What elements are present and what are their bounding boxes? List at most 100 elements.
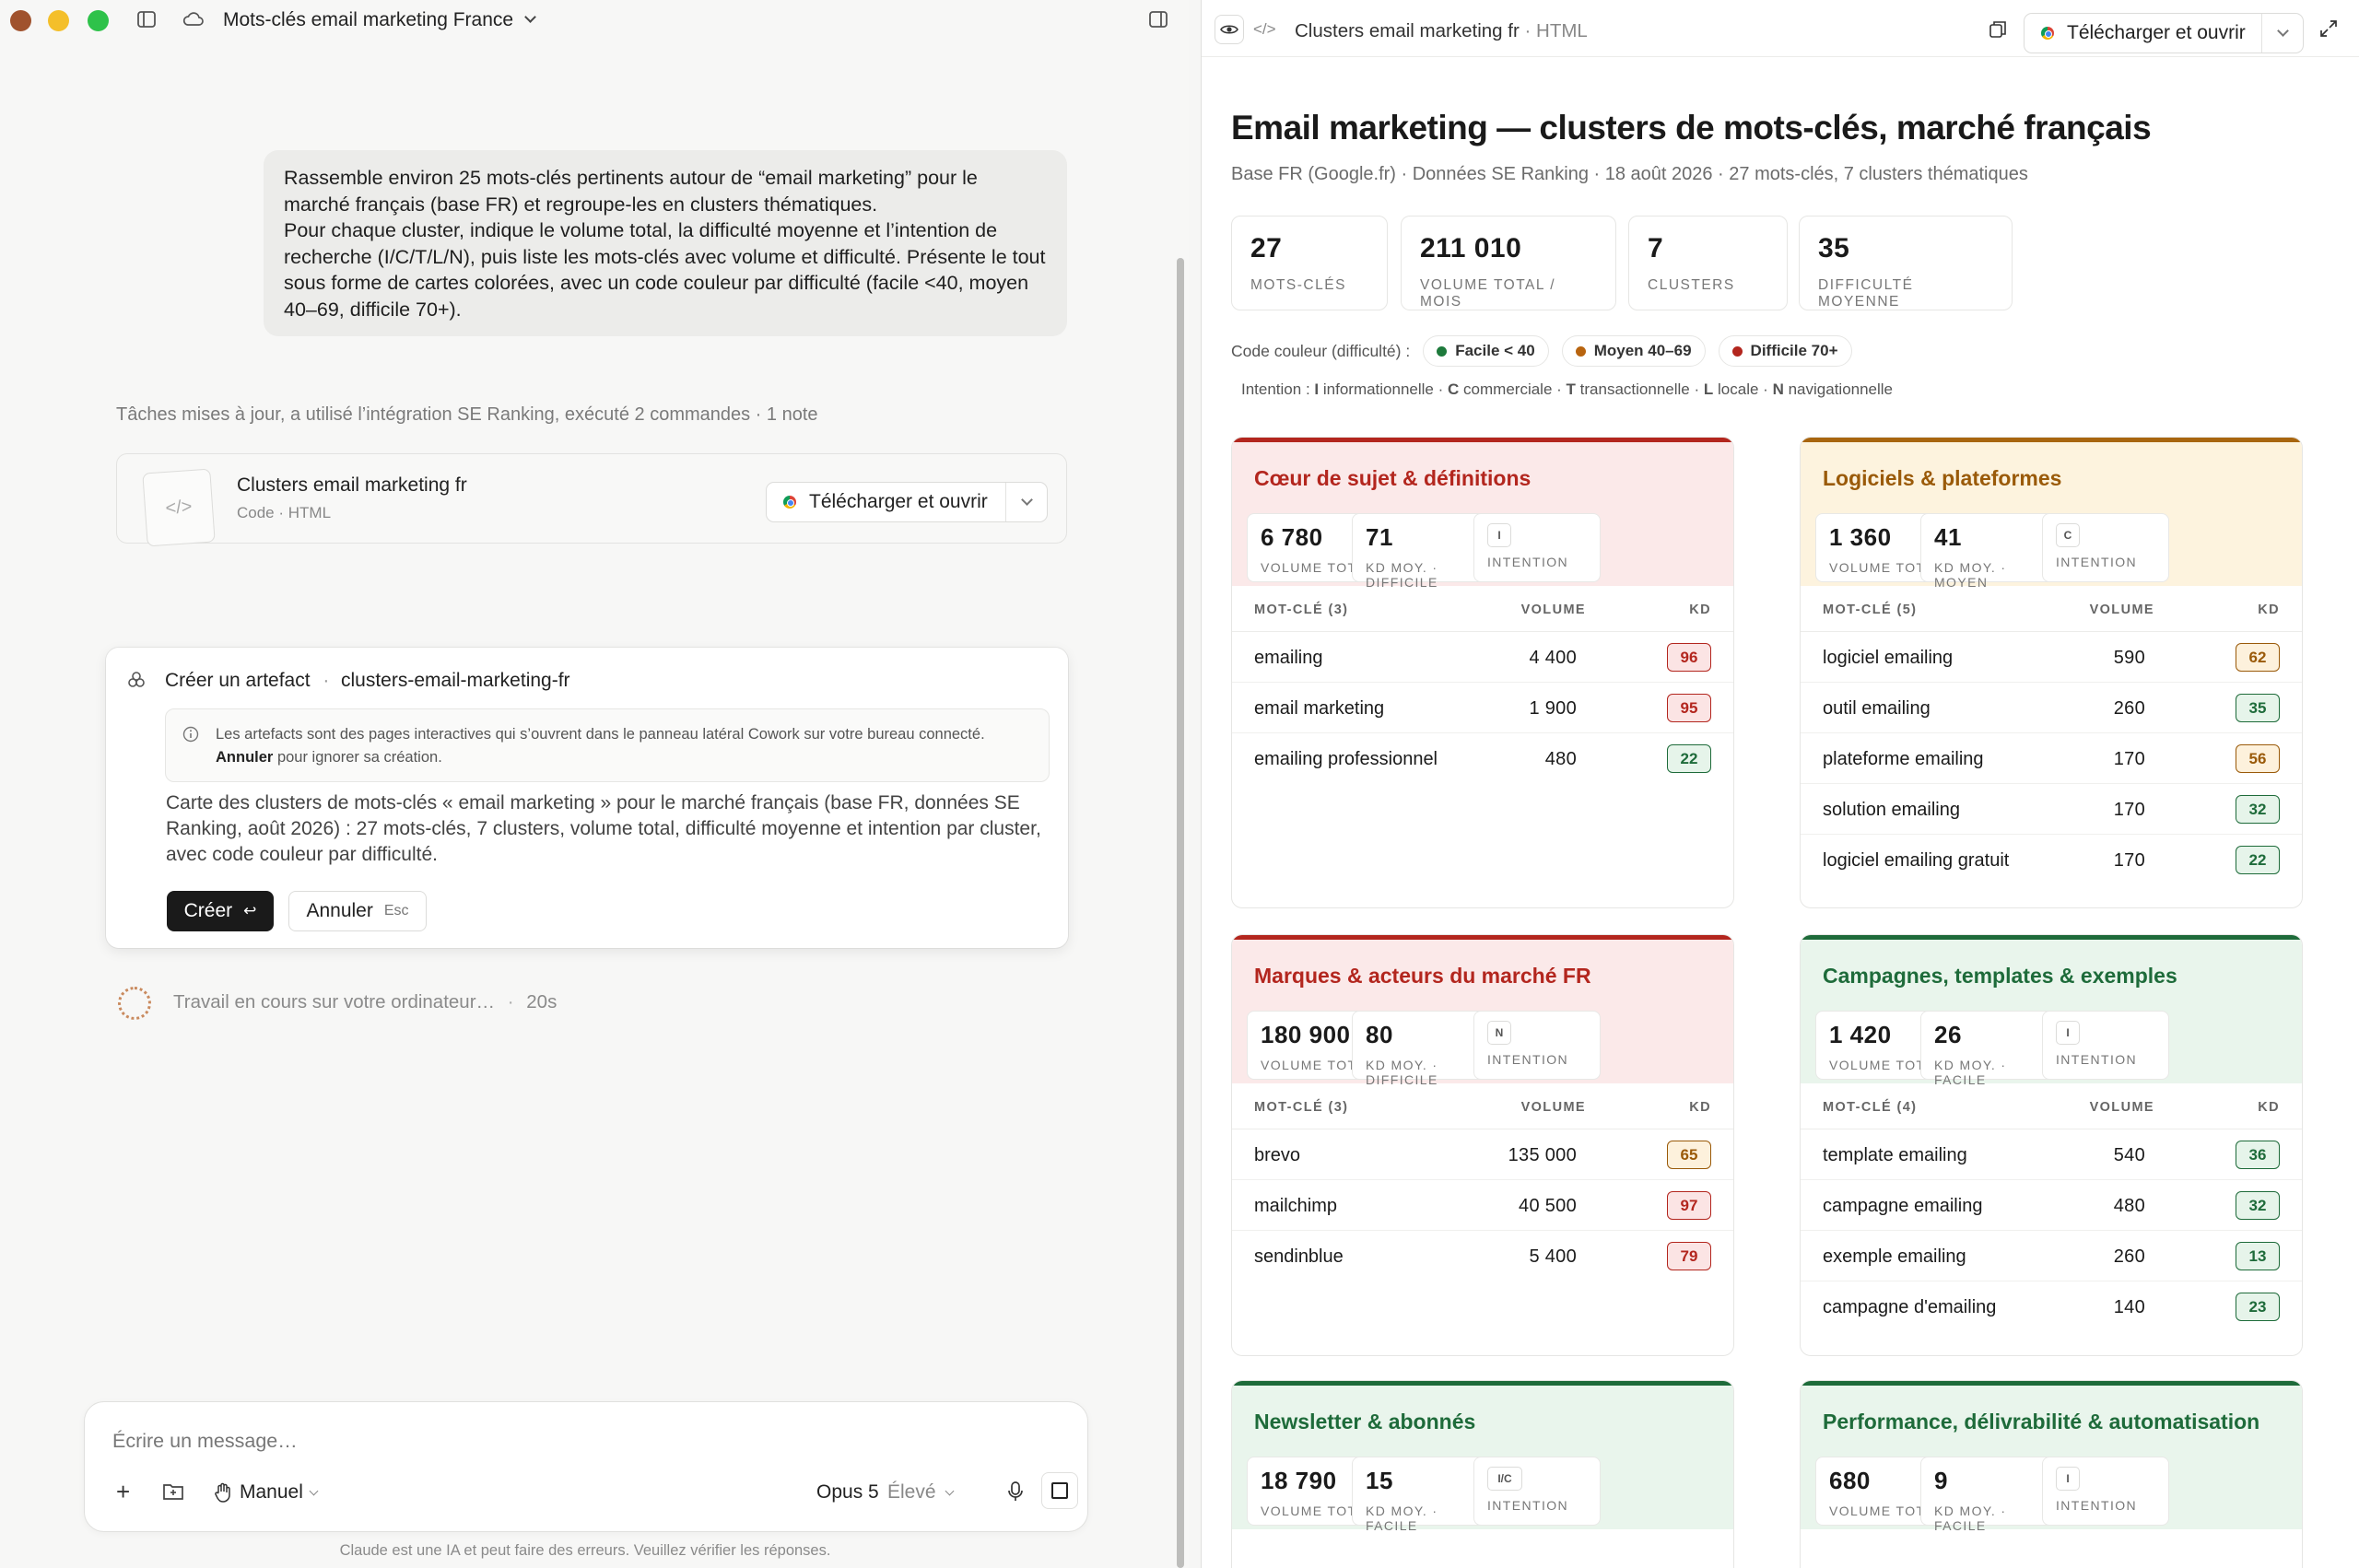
- title-separator: ·: [323, 670, 330, 691]
- message-composer[interactable]: Écrire un message… + Manuel Opus 5 Élevé: [84, 1401, 1088, 1532]
- keyword: campagne emailing: [1823, 1196, 1983, 1216]
- preview-toggle-button[interactable]: [1215, 15, 1244, 44]
- chat-title-text: Mots-clés email marketing France: [223, 9, 514, 30]
- report-subtitle: Base FR (Google.fr) · Données SE Ranking…: [1231, 164, 2028, 184]
- scrollbar[interactable]: [1177, 258, 1184, 1568]
- intent-badge: I: [2056, 1021, 2080, 1045]
- sidebar-toggle-icon[interactable]: [136, 9, 157, 35]
- keyword-row: outil emailing 260 35: [1801, 683, 2302, 733]
- intent-text: locale: [1718, 380, 1759, 398]
- code-icon[interactable]: </>: [1253, 20, 1276, 38]
- cluster-kd-label: KD MOY. · DIFFICILE: [1366, 1058, 1438, 1087]
- chevron-down-icon[interactable]: [1006, 494, 1047, 506]
- cluster-intent-label: INTENTION: [2056, 1498, 2138, 1513]
- microphone-icon[interactable]: [1006, 1480, 1025, 1507]
- keyword: emailing professionnel: [1254, 749, 1438, 769]
- expand-icon[interactable]: [2318, 18, 2339, 43]
- keyword-volume: 1 900: [1529, 698, 1577, 719]
- stat-value: 35: [1818, 233, 1850, 263]
- working-separator: ·: [507, 991, 514, 1012]
- keyword-row: sendinblue 5 400 79: [1232, 1231, 1733, 1281]
- intent-separator: ·: [1694, 380, 1700, 398]
- cluster-volume-label: VOLUME TOTAL: [1261, 1058, 1375, 1072]
- download-open-button[interactable]: Télécharger et ouvrir: [766, 482, 1048, 522]
- keyword-row: solution emailing 170 32: [1801, 784, 2302, 835]
- effort-level-text: Élevé: [887, 1481, 936, 1503]
- chevron-down-icon: [309, 1486, 319, 1495]
- keyword: email marketing: [1254, 698, 1385, 719]
- download-open-label: Télécharger et ouvrir: [809, 491, 988, 512]
- keyword-column-header: MOT-CLÉ (4): [1823, 1100, 1918, 1115]
- keyword-difficulty-badge: 23: [2236, 1293, 2280, 1321]
- stat-difficulty: 35 DIFFICULTÉ MOYENNE: [1799, 216, 2013, 310]
- copy-icon[interactable]: [1989, 20, 2007, 43]
- intent-text: commerciale: [1463, 380, 1553, 398]
- keyword: solution emailing: [1823, 800, 1960, 820]
- keyword-row: template emailing 540 36: [1801, 1129, 2302, 1180]
- close-window-button[interactable]: [10, 10, 31, 31]
- cluster-kd-label: KD MOY. · DIFFICILE: [1366, 560, 1438, 590]
- create-artifact-title-text: Créer un artefact: [165, 670, 311, 691]
- keyword-row: exemple emailing 260 13: [1801, 1231, 2302, 1281]
- legend-easy-label: Facile < 40: [1455, 342, 1535, 359]
- info-note-cancel: Annuler: [216, 749, 274, 766]
- mode-label: Manuel: [240, 1481, 303, 1503]
- legend-label: Code couleur (difficulté) :: [1231, 341, 1411, 360]
- volume-column-header: VOLUME: [1520, 603, 1586, 617]
- cluster-kd-label: KD MOY. · FACILE: [1934, 1504, 2007, 1533]
- create-button[interactable]: Créer ↩: [167, 891, 274, 931]
- chevron-down-icon: [524, 11, 536, 23]
- keyword-table-header: MOT-CLÉ (3) VOLUME KD: [1232, 586, 1733, 632]
- folder-icon[interactable]: [162, 1481, 184, 1506]
- maximize-window-button[interactable]: [88, 10, 109, 31]
- keyword-column-header: MOT-CLÉ (3): [1254, 603, 1349, 617]
- preview-toolbar: </> Clusters email marketing fr · HTML T…: [1202, 0, 2359, 57]
- keyword-volume: 40 500: [1519, 1196, 1577, 1216]
- cluster-kd-value: 71: [1366, 523, 1393, 551]
- cancel-button[interactable]: Annuler Esc: [288, 891, 427, 931]
- intent-text: navigationnelle: [1788, 380, 1894, 398]
- minimize-window-button[interactable]: [48, 10, 69, 31]
- mode-selector[interactable]: Manuel: [214, 1481, 319, 1504]
- user-message: Rassemble environ 25 mots-clés pertinent…: [264, 150, 1067, 336]
- add-icon[interactable]: +: [116, 1478, 131, 1505]
- stat-value: 211 010: [1420, 233, 1522, 263]
- stat-label: DIFFICULTÉ MOYENNE: [1818, 277, 1914, 310]
- keyword-difficulty-badge: 32: [2236, 795, 2280, 824]
- chevron-down-icon[interactable]: [2262, 25, 2303, 37]
- cluster-intent: N INTENTION: [1473, 1011, 1601, 1080]
- task-status-line[interactable]: Tâches mises à jour, a utilisé l’intégra…: [116, 404, 818, 425]
- preview-download-open-button[interactable]: Télécharger et ouvrir: [2024, 13, 2304, 53]
- model-selector[interactable]: Opus 5: [816, 1481, 879, 1503]
- cluster-kd-label: KD MOY. · MOYEN: [1934, 560, 2007, 590]
- keyword: emailing: [1254, 648, 1323, 668]
- cluster-header: Campagnes, templates & exemples 1 420 VOLU…: [1801, 935, 2302, 1087]
- legend-medium-label: Moyen 40–69: [1593, 342, 1692, 359]
- artifact-card[interactable]: </> Clusters email marketing fr Code · H…: [116, 453, 1067, 547]
- chat-title[interactable]: Mots-clés email marketing France: [223, 9, 536, 31]
- cluster-volume-label: VOLUME TOTAL: [1261, 1504, 1375, 1518]
- keyword-difficulty-badge: 35: [2236, 694, 2280, 722]
- effort-level[interactable]: Élevé: [887, 1481, 955, 1504]
- keyword-row: emailing professionnel 480 22: [1232, 733, 1733, 784]
- keyword-volume: 5 400: [1529, 1246, 1577, 1267]
- intent-badge: C: [2056, 523, 2080, 547]
- disclaimer: Claude est une IA et peut faire des erre…: [339, 1542, 831, 1559]
- message-input[interactable]: Écrire un message…: [112, 1430, 298, 1452]
- panel-toggle-icon[interactable]: [1148, 9, 1168, 35]
- cluster-header: Marques & acteurs du marché FR 180 900 VOL…: [1232, 935, 1733, 1087]
- volume-column-header: VOLUME: [1520, 1100, 1586, 1115]
- cluster-intent: I/C INTENTION: [1473, 1457, 1601, 1526]
- cluster-title: Performance, délivrabilité & automatisat…: [1823, 1410, 2260, 1433]
- cluster-kd-value: 41: [1934, 523, 1962, 551]
- keyword-difficulty-badge: 56: [2236, 744, 2280, 773]
- code-icon: </>: [142, 468, 216, 547]
- cluster-intent: I INTENTION: [1473, 513, 1601, 582]
- cluster-kd-label: KD MOY. · FACILE: [1934, 1058, 2007, 1087]
- working-status: Travail en cours sur votre ordinateur… ·…: [173, 991, 557, 1013]
- divider: [1005, 483, 1006, 521]
- stat-clusters: 7 CLUSTERS: [1628, 216, 1788, 310]
- stat-keywords: 27 MOTS-CLÉS: [1231, 216, 1388, 310]
- stop-button[interactable]: [1041, 1472, 1078, 1509]
- intent-key: I: [1314, 380, 1320, 398]
